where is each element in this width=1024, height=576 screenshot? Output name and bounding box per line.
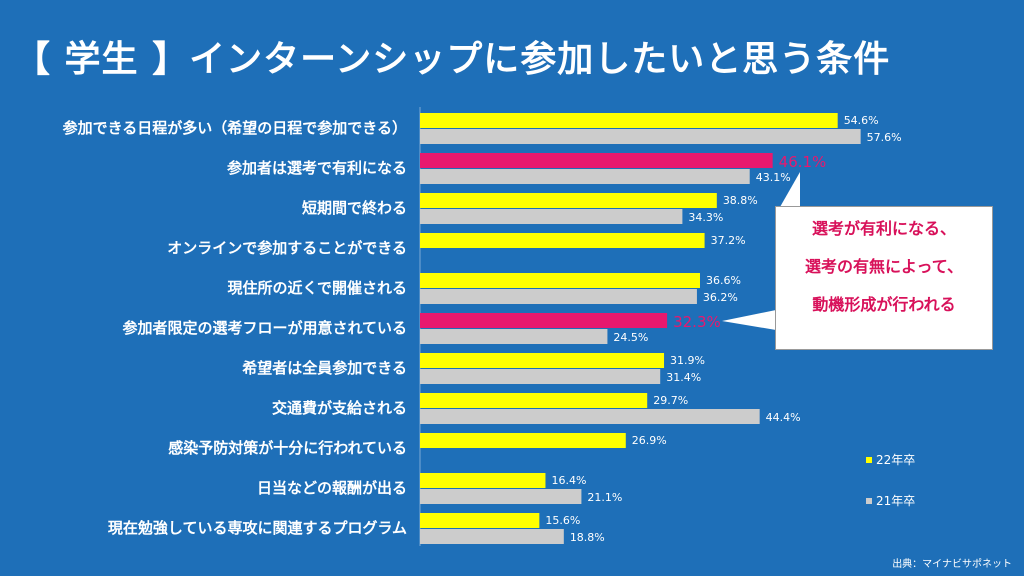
value-label-22: 26.9%: [632, 434, 667, 447]
bar-22: [420, 273, 700, 288]
value-label-21: 34.3%: [688, 211, 723, 224]
legend-label: 21年卒: [876, 494, 915, 508]
bar-22: [420, 513, 540, 528]
bar-22: [420, 153, 773, 168]
value-label-21: 24.5%: [613, 331, 648, 344]
legend: 22年卒 21年卒: [866, 453, 915, 508]
category-label: 希望者は全員参加できる: [242, 359, 407, 377]
callout-line-2: 選考の有無によって、: [805, 257, 963, 276]
value-label-22: 29.7%: [653, 394, 688, 407]
callout-pointer-top: [776, 172, 800, 214]
value-label-21: 18.8%: [570, 531, 605, 544]
bar-22: [420, 233, 705, 248]
bar-22: [420, 313, 668, 328]
bars-group: 参加できる日程が多い（希望の日程で参加できる） 54.6% 57.6% 参加者は選考で…: [63, 113, 902, 544]
bar-22: [420, 433, 626, 448]
callout-pointer-mid: [722, 310, 776, 330]
bar-21: [420, 209, 683, 224]
value-label-21: 43.1%: [756, 171, 791, 184]
bar-21: [420, 529, 564, 544]
bar-21: [420, 169, 750, 184]
category-label: 現在勉強している専攻に関連するプログラム: [108, 519, 407, 537]
value-label-21: 44.4%: [766, 411, 801, 424]
category-label: 日当などの報酬が出る: [257, 479, 407, 497]
value-label-22: 54.6%: [844, 114, 879, 127]
value-label-22: 15.6%: [545, 514, 580, 527]
value-label-22: 31.9%: [670, 354, 705, 367]
bar-21: [420, 489, 582, 504]
value-label-22: 32.3%: [673, 313, 721, 331]
legend-swatch: [866, 457, 872, 463]
bar-21: [420, 329, 608, 344]
category-label: 短期間で終わる: [302, 199, 407, 217]
callout-line-1: 選考が有利になる、: [811, 219, 956, 238]
page-title: 【 学生 】インターンシップに参加したいと思う条件: [14, 39, 891, 80]
category-label: 感染予防対策が十分に行われている: [168, 439, 407, 457]
bar-22: [420, 473, 546, 488]
category-label: 参加者限定の選考フローが用意されている: [122, 319, 407, 337]
value-label-22: 37.2%: [711, 234, 746, 247]
category-label: 参加できる日程が多い（希望の日程で参加できる）: [63, 119, 407, 137]
value-label-22: 46.1%: [779, 153, 827, 171]
value-label-22: 38.8%: [723, 194, 758, 207]
value-label-22: 36.6%: [706, 274, 741, 287]
callout-line-3: 動機形成が行われる: [812, 295, 956, 314]
bar-21: [420, 129, 861, 144]
category-label: 現住所の近くで開催される: [227, 279, 407, 297]
value-label-21: 57.6%: [867, 131, 902, 144]
legend-swatch: [866, 498, 872, 504]
bar-21: [420, 289, 697, 304]
bar-22: [420, 113, 838, 128]
legend-label: 22年卒: [876, 453, 915, 467]
bar-22: [420, 393, 648, 408]
value-label-21: 36.2%: [703, 291, 738, 304]
category-label: 交通費が支給される: [272, 399, 407, 417]
bar-22: [420, 353, 665, 368]
bar-22: [420, 193, 717, 208]
category-label: オンラインで参加することができる: [167, 239, 407, 257]
bar-21: [420, 409, 760, 424]
callout-box: 選考が有利になる、 選考の有無によって、 動機形成が行われる: [775, 206, 993, 350]
source-note: 出典：マイナビサポネット: [892, 559, 1012, 570]
value-label-21: 31.4%: [666, 371, 701, 384]
category-label: 参加者は選考で有利になる: [227, 159, 407, 177]
value-label-21: 21.1%: [587, 491, 622, 504]
bar-21: [420, 369, 661, 384]
value-label-22: 16.4%: [551, 474, 586, 487]
